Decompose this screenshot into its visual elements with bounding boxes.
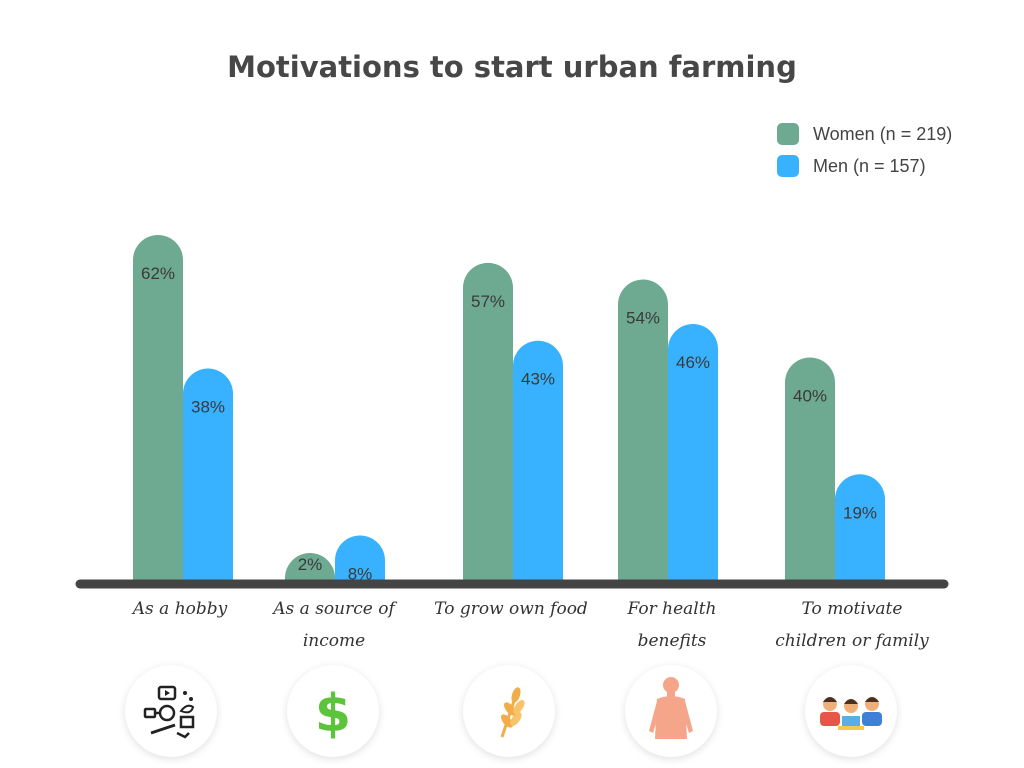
legend: Women (n = 219) Men (n = 157)	[777, 118, 952, 182]
bar-label-women-0: 62%	[141, 264, 175, 283]
bar-label-men-2: 43%	[521, 370, 555, 389]
legend-label-women: Women (n = 219)	[813, 123, 953, 144]
bar-label-women-3: 54%	[626, 309, 660, 328]
category-label-1-line-0: As a source of	[271, 599, 397, 619]
category-label-2-line-0: To grow own food	[434, 599, 588, 619]
bar-label-women-1: 2%	[298, 555, 323, 574]
wheat-icon	[463, 665, 555, 757]
bar-label-men-0: 38%	[191, 398, 225, 417]
hobby-tools-icon	[125, 665, 217, 757]
bar-label-men-3: 46%	[676, 353, 710, 372]
bar-women-4	[785, 357, 835, 580]
bar-women-3	[618, 279, 668, 580]
human-body-icon	[625, 665, 717, 757]
legend-swatch-men	[777, 155, 799, 177]
bar-label-men-1: 8%	[348, 564, 373, 583]
svg-text:$: $	[315, 684, 351, 741]
category-label-0-line-0: As a hobby	[131, 599, 228, 619]
bar-men-4	[835, 474, 885, 580]
category-label-4-line-0: To motivate	[802, 599, 903, 619]
category-label-4-line-1: children or family	[775, 631, 929, 651]
category-label-1-line-1: income	[303, 631, 365, 651]
bar-men-0	[183, 368, 233, 580]
bar-men-1	[335, 535, 385, 580]
bar-men-3	[668, 324, 718, 580]
bar-label-women-4: 40%	[793, 386, 827, 405]
category-label-3-line-1: benefits	[638, 631, 707, 651]
bar-label-men-4: 19%	[843, 503, 877, 522]
bar-women-0	[133, 235, 183, 580]
legend-label-men: Men (n = 157)	[813, 155, 926, 176]
legend-item-men: Men (n = 157)	[777, 150, 952, 182]
children-icon	[805, 665, 897, 757]
legend-item-women: Women (n = 219)	[777, 118, 952, 150]
bar-men-2	[513, 340, 563, 580]
category-label-3-line-0: For health	[627, 599, 717, 619]
legend-swatch-women	[777, 123, 799, 145]
chart-title: Motivations to start urban farming	[227, 50, 797, 84]
bar-women-1	[285, 553, 335, 580]
bar-label-women-2: 57%	[471, 292, 505, 311]
dollar-icon: $	[287, 665, 379, 757]
bar-women-2	[463, 262, 513, 580]
